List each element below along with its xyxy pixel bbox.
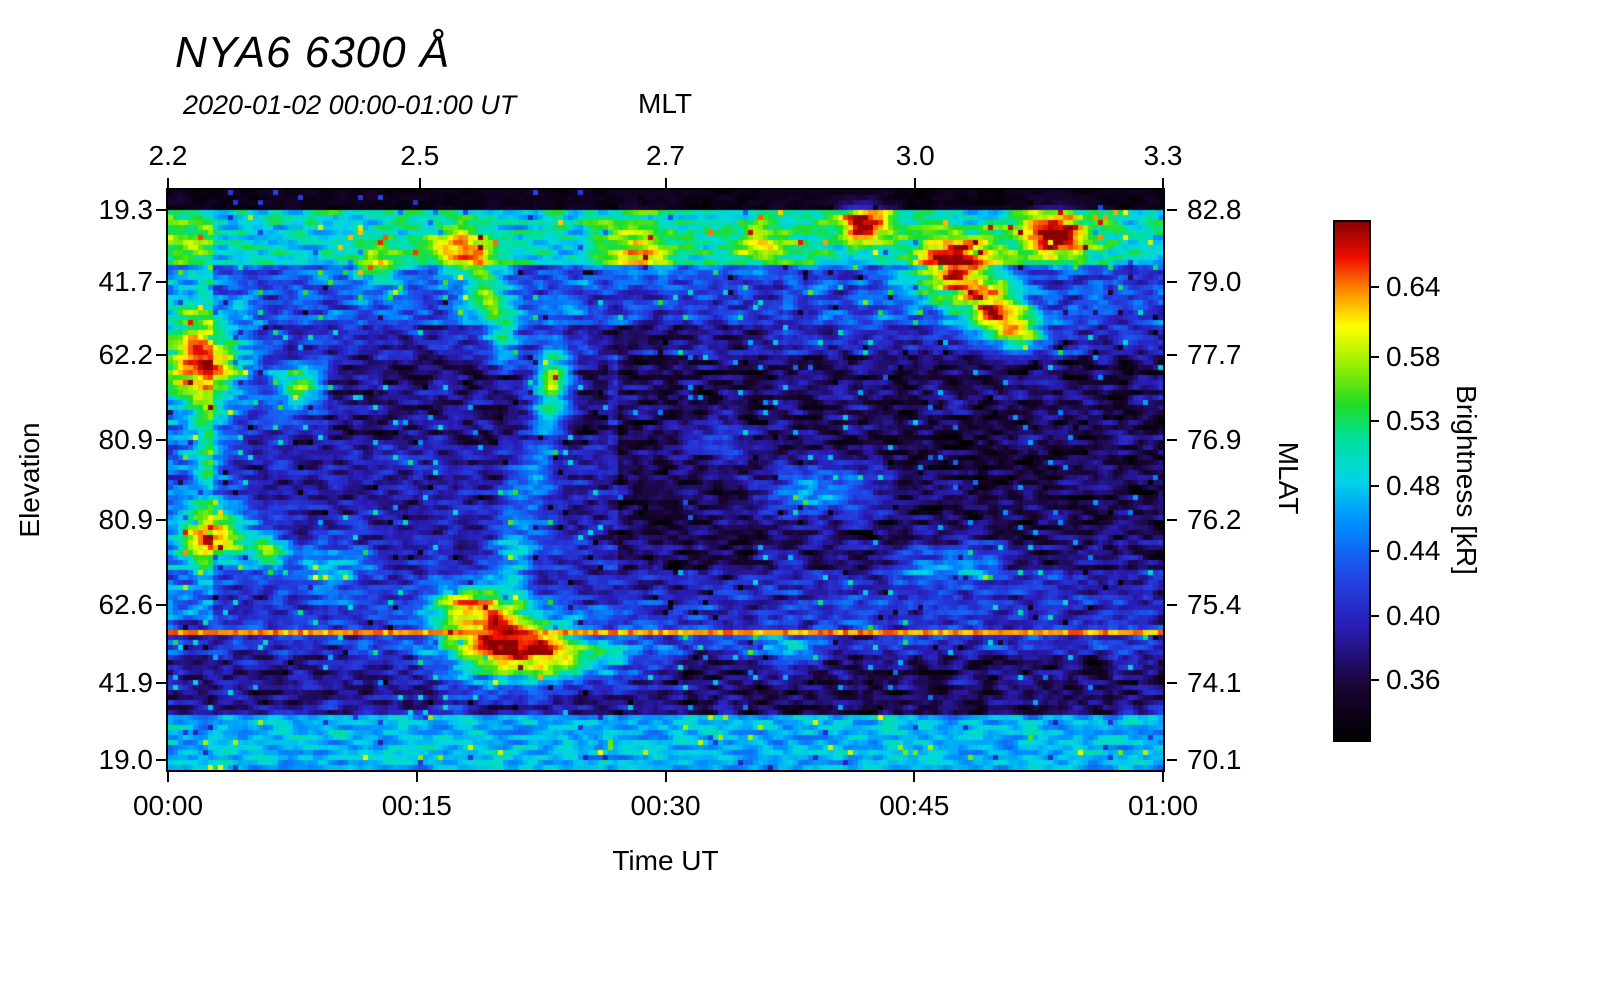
tick-mark bbox=[1167, 682, 1177, 684]
chart-title: NYA6 6300 Å bbox=[175, 28, 451, 77]
tick-label: 41.9 bbox=[98, 667, 154, 698]
tick-label: 3.3 bbox=[1143, 140, 1183, 171]
tick-label: 01:00 bbox=[1127, 790, 1199, 821]
elevation-axis-title: Elevation bbox=[14, 422, 45, 538]
tick-label: 19.0 bbox=[98, 744, 154, 776]
tick-label: 2.7 bbox=[646, 140, 685, 171]
tick-mark bbox=[1371, 679, 1379, 682]
tick-label: 00:45 bbox=[879, 790, 950, 821]
tick-label: 79.0 bbox=[1187, 266, 1242, 298]
tick-mark bbox=[1167, 281, 1177, 284]
tick-label: 82.8 bbox=[1187, 193, 1242, 225]
tick-label: 62.2 bbox=[98, 338, 154, 370]
tick-label: 2.5 bbox=[400, 140, 440, 171]
tick-label: 00:15 bbox=[381, 790, 452, 821]
tick-mark bbox=[156, 759, 166, 762]
tick-label: 70.1 bbox=[1187, 744, 1242, 776]
mlat-axis-title: MLAT bbox=[1273, 441, 1304, 515]
tick-label: 76.9 bbox=[1187, 423, 1242, 455]
tick-mark bbox=[1371, 614, 1379, 617]
tick-mark bbox=[1167, 519, 1177, 522]
tick-label: 0.64 bbox=[1386, 270, 1441, 302]
tick-label: 62.6 bbox=[98, 589, 154, 621]
tick-mark bbox=[1371, 285, 1379, 288]
tick-mark bbox=[156, 604, 166, 607]
tick-mark bbox=[1167, 604, 1177, 607]
elevation-axis-tick-labels: 19.3 41.7 62.2 80.9 80.9 62.6 41.9 19.0 bbox=[55, 190, 154, 775]
mlt-axis-tick-marks bbox=[167, 178, 1164, 188]
elevation-axis-tick-marks bbox=[156, 190, 166, 770]
tick-label: 19.3 bbox=[98, 193, 154, 225]
time-axis-tick-marks bbox=[167, 772, 1164, 782]
mlt-axis-tick-labels: 2.2 2.5 2.7 3.0 3.3 bbox=[149, 140, 1183, 174]
tick-mark bbox=[913, 772, 916, 782]
chart-subtitle: 2020-01-02 00:00-01:00 UT bbox=[183, 90, 517, 120]
time-axis-tick-labels: 00:00 00:15 00:30 00:45 01:00 bbox=[133, 790, 1198, 824]
tick-label: 0.44 bbox=[1386, 534, 1441, 566]
tick-mark bbox=[156, 208, 166, 211]
tick-mark bbox=[1371, 485, 1379, 488]
tick-mark bbox=[664, 178, 667, 188]
tick-mark bbox=[415, 772, 418, 782]
tick-mark bbox=[664, 772, 667, 782]
plot-frame bbox=[166, 188, 1165, 772]
tick-mark bbox=[1371, 549, 1379, 552]
tick-label: 0.48 bbox=[1386, 470, 1441, 502]
tick-mark bbox=[156, 682, 166, 684]
tick-mark bbox=[156, 519, 166, 522]
tick-mark bbox=[1167, 208, 1177, 211]
colorbar-canvas bbox=[1335, 222, 1369, 740]
tick-label: 76.2 bbox=[1187, 504, 1242, 536]
tick-label: 80.9 bbox=[98, 423, 154, 455]
colorbar-tick-marks bbox=[1371, 222, 1379, 740]
tick-label: 0.36 bbox=[1386, 664, 1441, 696]
tick-mark bbox=[418, 178, 421, 188]
tick-label: 2.2 bbox=[148, 140, 188, 171]
mlat-axis-tick-marks bbox=[1167, 190, 1177, 770]
tick-mark bbox=[1167, 438, 1177, 441]
tick-label: 0.58 bbox=[1386, 340, 1441, 372]
colorbar-tick-labels: 0.64 0.58 0.53 0.48 0.44 0.40 0.36 bbox=[1386, 222, 1466, 740]
heatmap-canvas bbox=[168, 190, 1163, 770]
tick-mark bbox=[156, 438, 166, 441]
tick-mark bbox=[1167, 759, 1177, 762]
tick-mark bbox=[1371, 420, 1379, 423]
tick-label: 00:30 bbox=[630, 790, 701, 821]
mlt-axis-title: MLT bbox=[638, 88, 692, 119]
colorbar bbox=[1333, 220, 1371, 742]
tick-mark bbox=[914, 178, 917, 188]
tick-mark bbox=[167, 178, 169, 188]
tick-label: 00:00 bbox=[132, 790, 204, 821]
tick-label: 74.1 bbox=[1187, 667, 1242, 698]
tick-mark bbox=[1162, 178, 1164, 188]
tick-mark bbox=[1371, 355, 1379, 358]
colorbar-title: Brightness [kR] bbox=[1451, 385, 1482, 575]
time-axis-title: Time UT bbox=[612, 845, 719, 876]
tick-label: 0.40 bbox=[1386, 599, 1441, 631]
tick-label: 41.7 bbox=[98, 266, 154, 298]
mlat-axis-tick-labels: 82.8 79.0 77.7 76.9 76.2 75.4 74.1 70.1 bbox=[1187, 190, 1277, 775]
tick-mark bbox=[1162, 772, 1164, 782]
tick-label: 75.4 bbox=[1187, 589, 1242, 621]
tick-label: 3.0 bbox=[895, 140, 935, 171]
tick-mark bbox=[1167, 353, 1177, 356]
tick-label: 77.7 bbox=[1187, 338, 1242, 370]
tick-mark bbox=[167, 772, 169, 782]
tick-label: 0.53 bbox=[1386, 405, 1441, 437]
tick-label: 80.9 bbox=[98, 504, 154, 536]
tick-mark bbox=[156, 281, 166, 284]
tick-mark bbox=[156, 353, 166, 356]
